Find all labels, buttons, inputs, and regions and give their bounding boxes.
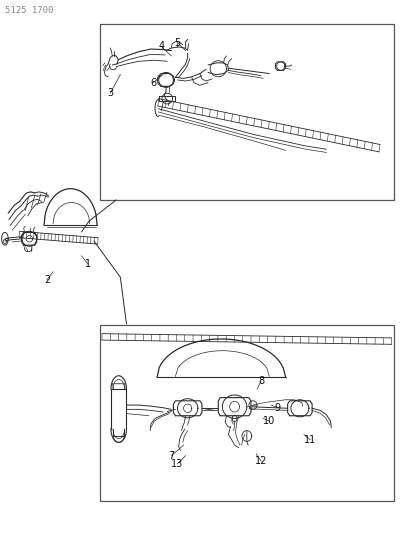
Text: 6: 6 [150,78,156,87]
Text: 4: 4 [158,42,164,51]
Text: 7: 7 [168,451,175,461]
Text: 1: 1 [84,259,91,269]
Text: 12: 12 [255,456,267,466]
Text: 11: 11 [304,435,316,445]
Text: 10: 10 [263,416,275,426]
Text: 13: 13 [171,459,184,469]
Text: 2: 2 [44,275,50,285]
Text: 3: 3 [107,88,113,98]
Bar [100,325,394,501]
Text: 9: 9 [274,403,281,413]
Text: 8: 8 [258,376,264,386]
Text: 5125 1700: 5125 1700 [5,6,53,15]
Bar [100,24,394,200]
Text: 5: 5 [174,38,181,47]
